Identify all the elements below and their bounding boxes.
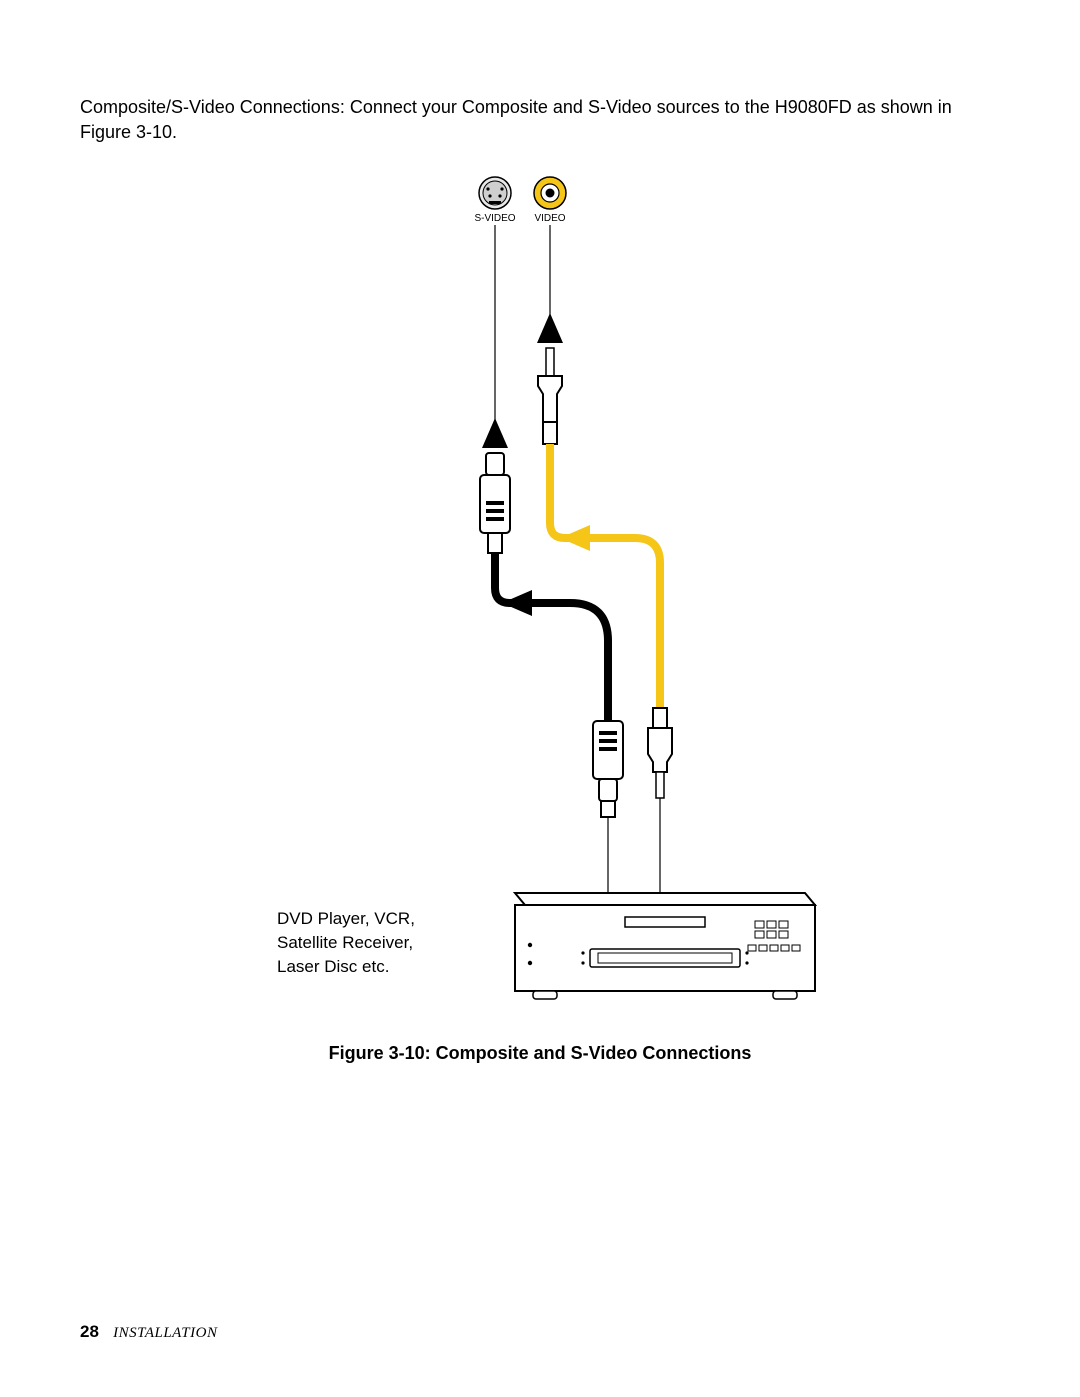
intro-text: Composite/S-Video Connections: Connect y… [80,95,1000,145]
svideo-port-icon [479,177,511,209]
svideo-cable-2 [570,603,608,721]
page-footer: 28 INSTALLATION [80,1322,217,1342]
section-name: INSTALLATION [113,1325,217,1341]
figure-caption: Figure 3-10: Composite and S-Video Conne… [80,1043,1000,1064]
arrow-left-icon [560,525,590,551]
composite-cable-2 [635,538,660,708]
rca-plug-icon [648,708,672,798]
source-device-icon [515,893,815,999]
page-number: 28 [80,1322,99,1341]
svideo-cable [495,553,570,603]
svideo-plug-icon [593,721,623,817]
composite-cable [550,444,635,538]
device-label-line: Laser Disc etc. [277,955,415,979]
device-label: DVD Player, VCR, Satellite Receiver, Las… [277,907,415,978]
rca-plug-icon [538,348,562,444]
device-label-line: Satellite Receiver, [277,931,415,955]
device-label-line: DVD Player, VCR, [277,907,415,931]
figure-3-10: S-VIDEO VIDEO [80,163,1000,1033]
video-label: VIDEO [534,213,565,224]
video-port-icon [534,177,566,209]
arrow-up-icon [482,418,508,448]
connection-diagram: S-VIDEO VIDEO [190,163,890,1023]
arrow-left-icon [502,590,532,616]
arrow-up-icon [537,313,563,343]
svideo-plug-icon [480,453,510,553]
svideo-label: S-VIDEO [474,213,515,224]
